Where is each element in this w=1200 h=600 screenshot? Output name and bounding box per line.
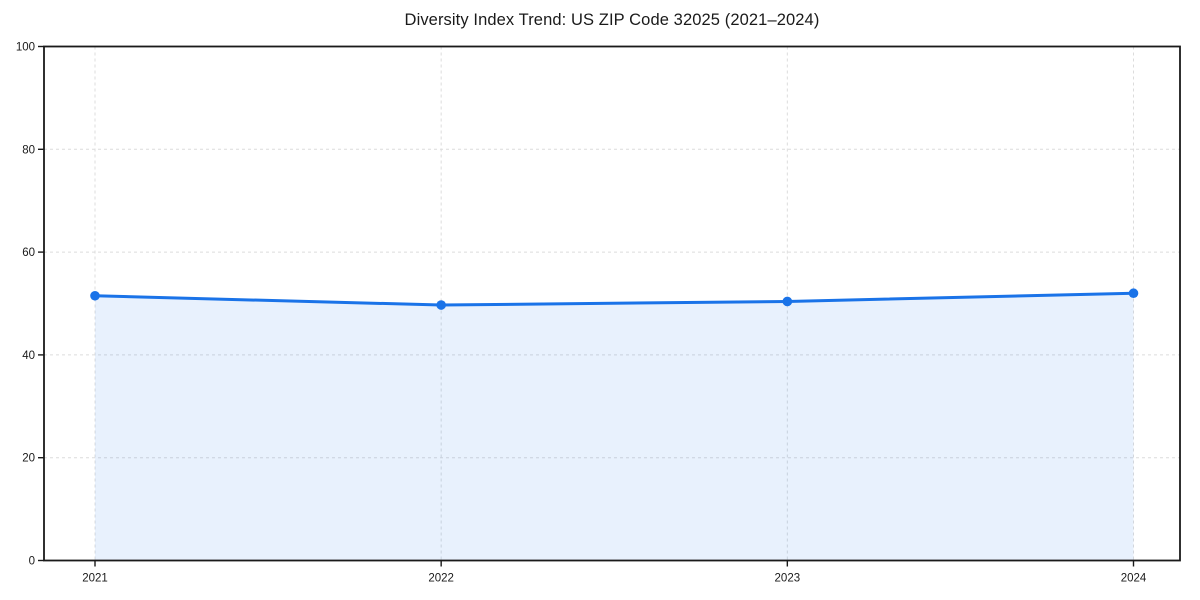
data-point-2021: [90, 290, 100, 301]
data-point-2022: [436, 300, 446, 310]
y-tick-label-20: 20: [22, 453, 35, 465]
x-tick-label-2021: 2021: [82, 573, 108, 585]
data-point-2024: [1128, 288, 1139, 299]
y-tick-label-80: 80: [22, 144, 35, 156]
y-tick-label-60: 60: [22, 247, 35, 259]
trend-line: [93, 291, 1135, 307]
y-tick-label-40: 40: [22, 350, 35, 362]
x-tick-label-2024: 2024: [1121, 573, 1147, 585]
x-tick-label-2023: 2023: [775, 573, 801, 585]
axes-frame: [43, 45, 1181, 562]
x-tick-label-2022: 2022: [428, 573, 454, 585]
chart-title: Diversity Index Trend: US ZIP Code 32025…: [404, 11, 820, 29]
area-fill: [95, 293, 1134, 561]
y-tick-label-0: 0: [29, 556, 35, 568]
data-point-2023: [782, 296, 793, 307]
y-tick-label-100: 100: [16, 42, 35, 54]
